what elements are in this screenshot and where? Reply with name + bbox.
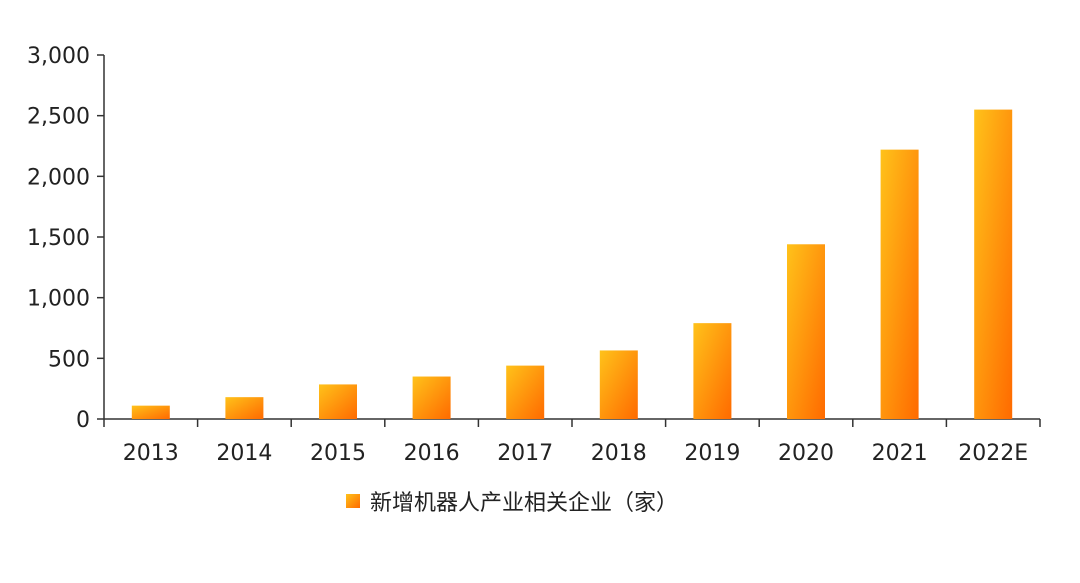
x-tick-label: 2014 bbox=[216, 441, 272, 466]
bar bbox=[225, 397, 264, 419]
y-axis: 0 500 1,000 1,500 2,000 2,500 3,000 bbox=[27, 44, 105, 433]
x-tick-label: 2020 bbox=[778, 441, 834, 466]
x-tick-label: 2019 bbox=[684, 441, 740, 466]
x-axis: 2013 2014 2015 2016 2017 2018 2019 2020 2021 2022… bbox=[103, 418, 1041, 466]
x-tick-label: 2013 bbox=[123, 441, 179, 466]
x-tick-label: 2016 bbox=[404, 441, 460, 466]
x-tick-label: 2022E bbox=[958, 441, 1028, 466]
bar bbox=[880, 149, 919, 419]
y-tick-label: 3,000 bbox=[27, 44, 90, 69]
y-tick-label: 1,500 bbox=[27, 226, 90, 251]
y-tick-label: 1,000 bbox=[27, 287, 90, 312]
bar bbox=[131, 405, 170, 419]
bars bbox=[131, 109, 1013, 419]
y-tick-label: 2,000 bbox=[27, 165, 90, 190]
y-tick-label: 500 bbox=[48, 347, 90, 372]
bar bbox=[412, 376, 451, 419]
legend-swatch bbox=[346, 494, 360, 508]
x-tick-label: 2018 bbox=[591, 441, 647, 466]
y-tick-label: 0 bbox=[76, 408, 90, 433]
legend: 新增机器人产业相关企业（家） bbox=[346, 491, 678, 516]
bar bbox=[787, 244, 825, 419]
x-tick-label: 2017 bbox=[497, 441, 553, 466]
x-tick-label: 2015 bbox=[310, 441, 366, 466]
bar bbox=[319, 384, 357, 419]
bar bbox=[506, 365, 545, 419]
bar bbox=[599, 350, 638, 419]
bar bbox=[974, 109, 1013, 419]
y-tick-label: 2,500 bbox=[27, 105, 90, 130]
x-tick-label: 2021 bbox=[872, 441, 928, 466]
legend-label: 新增机器人产业相关企业（家） bbox=[370, 491, 678, 516]
bar bbox=[693, 323, 732, 419]
